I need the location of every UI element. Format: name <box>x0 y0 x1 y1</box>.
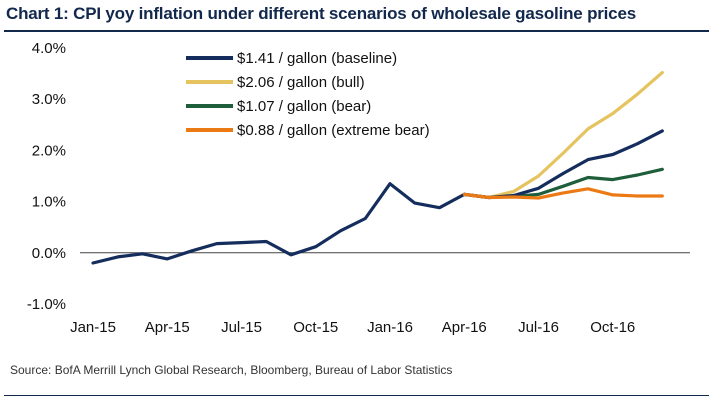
series-lines <box>91 70 664 265</box>
x-tick-label: Apr-16 <box>442 319 487 336</box>
x-tick-label: Oct-16 <box>590 319 635 336</box>
x-tick-label: Apr-15 <box>145 319 190 336</box>
chart-title: Chart 1: CPI yoy inflation under differe… <box>6 4 636 23</box>
series-line <box>91 129 664 265</box>
y-axis-ticks: -1.0% 0.0% 1.0% 2.0% 3.0% 4.0% <box>27 40 66 313</box>
legend-label: $1.07 / gallon (bear) <box>237 98 371 115</box>
x-tick-label: Oct-15 <box>293 319 338 336</box>
x-tick-label: Jul-15 <box>221 319 262 336</box>
legend-label: $0.88 / gallon (extreme bear) <box>237 122 430 139</box>
y-tick-label: 1.0% <box>32 194 66 211</box>
legend: $1.41 / gallon (baseline) $2.06 / gallon … <box>186 50 430 139</box>
y-tick-label: 0.0% <box>32 245 66 262</box>
y-tick-label: 3.0% <box>32 91 66 108</box>
x-tick-label: Jan-16 <box>367 319 413 336</box>
x-axis-ticks: Jan-15 Apr-15 Jul-15 Oct-15 Jan-16 Apr-16 Jul-… <box>70 319 635 336</box>
legend-label: $2.06 / gallon (bull) <box>237 74 365 91</box>
source-note: Source: BofA Merrill Lynch Global Resear… <box>10 363 453 377</box>
title-rule <box>4 30 709 32</box>
y-tick-label: 4.0% <box>32 40 66 57</box>
legend-label: $1.41 / gallon (baseline) <box>237 50 397 67</box>
bottom-rule <box>4 395 709 396</box>
series-line <box>462 187 664 200</box>
x-tick-label: Jul-16 <box>518 319 559 336</box>
series-line <box>462 70 664 200</box>
x-tick-label: Jan-15 <box>70 319 116 336</box>
y-tick-label: 2.0% <box>32 142 66 159</box>
y-tick-label: -1.0% <box>27 296 66 313</box>
